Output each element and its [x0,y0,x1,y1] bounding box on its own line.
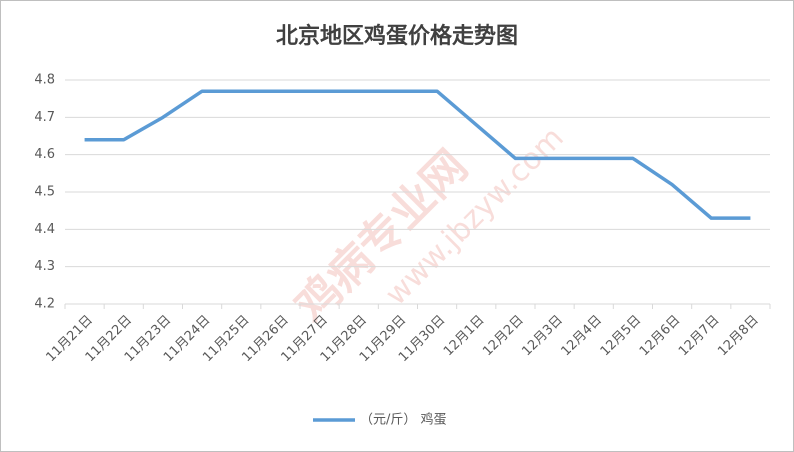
y-tick-label: 4.6 [34,147,55,162]
y-tick-label: 4.5 [34,185,55,200]
legend-label: （元/斤） 鸡蛋 [360,412,447,428]
line [84,89,751,220]
y-tick-label: 4.4 [34,222,55,237]
y-tick-label: 4.8 [34,73,55,88]
y-tick-label: 4.7 [34,110,55,125]
y-tick-label: 4.3 [34,259,55,274]
chart-title: 北京地区鸡蛋价格走势图 [276,23,518,49]
y-tick-label: 4.2 [34,297,55,312]
